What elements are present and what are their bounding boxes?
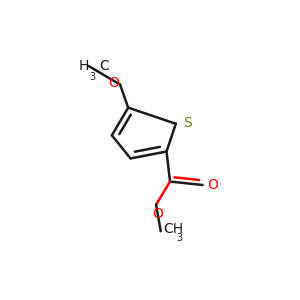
Text: 3: 3 <box>176 233 182 243</box>
Text: O: O <box>208 178 219 191</box>
Text: CH: CH <box>163 222 183 236</box>
Text: C: C <box>99 59 109 73</box>
Text: 3: 3 <box>90 72 96 82</box>
Text: O: O <box>108 76 119 90</box>
Text: H: H <box>78 59 89 73</box>
Text: O: O <box>152 207 163 221</box>
Text: S: S <box>183 116 192 130</box>
